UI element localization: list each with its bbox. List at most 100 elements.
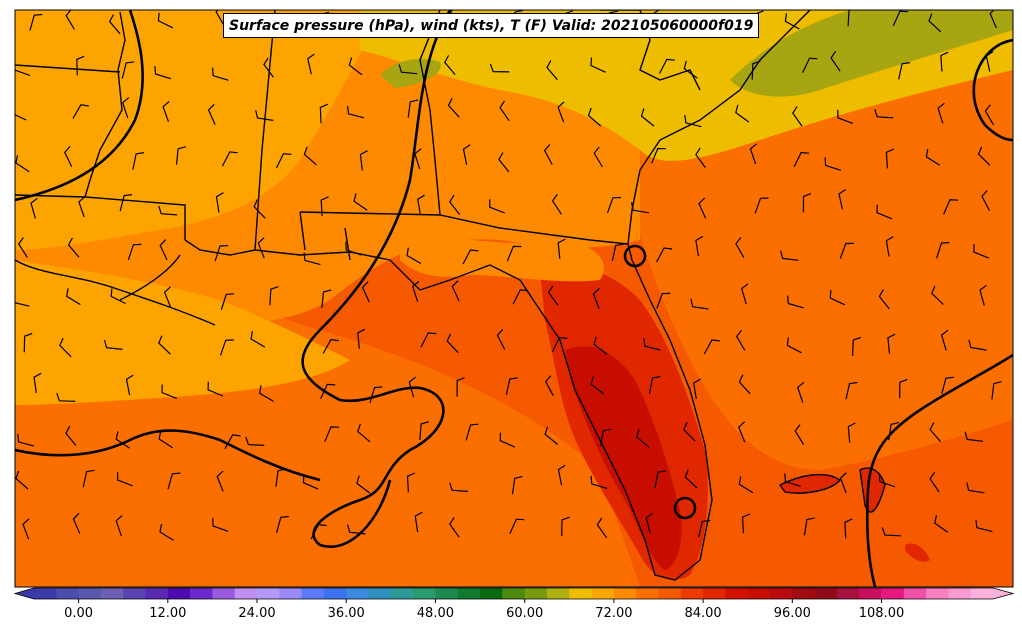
wind-barb: [161, 384, 178, 400]
colorbar-swatch: [301, 588, 325, 599]
wind-barb: [22, 518, 30, 540]
wind-barb: [830, 51, 841, 72]
wind-barb: [749, 143, 757, 165]
wind-barb: [449, 194, 461, 215]
colorbar-swatch: [680, 588, 704, 599]
wind-barb: [735, 329, 746, 351]
wind-barb: [635, 429, 650, 448]
wind-barb: [406, 247, 422, 265]
wind-barb: [845, 381, 858, 400]
wind-barb: [158, 205, 178, 216]
wind-barb: [78, 196, 86, 218]
wind-barb: [347, 524, 366, 535]
colorbar-tick-label: 96.00: [773, 606, 811, 621]
wind-barb: [878, 289, 890, 310]
wind-barb: [15, 62, 31, 76]
wind-barb: [852, 336, 861, 356]
wind-barb: [794, 424, 805, 445]
wind-barb: [741, 513, 751, 534]
wind-barb: [878, 473, 896, 488]
wind-barb: [940, 51, 949, 72]
wind-barb: [593, 146, 604, 168]
wind-barb: [985, 51, 994, 72]
wind-barb: [937, 102, 945, 124]
wind-barb: [599, 428, 612, 447]
wind-barb: [56, 393, 76, 402]
wind-barb: [412, 280, 420, 302]
wind-barb: [449, 517, 460, 538]
colorbar-swatch: [145, 588, 169, 599]
wind-barb: [447, 98, 460, 118]
wind-barb: [76, 55, 85, 76]
wind-barb: [65, 425, 77, 446]
wind-barb: [802, 57, 818, 73]
wind-barb: [406, 472, 416, 493]
wind-barb: [693, 378, 701, 399]
wind-barb: [320, 196, 329, 217]
map-title: Surface pressure (hPa), wind (kts), T (F…: [223, 13, 760, 38]
colorbar-swatch: [747, 588, 771, 599]
wind-barb: [973, 244, 990, 259]
colorbar-swatch: [903, 588, 927, 599]
wind-barb: [786, 337, 802, 354]
wind-barb: [590, 376, 605, 395]
colorbar-tick-label: 36.00: [327, 606, 365, 621]
wind-barb: [885, 236, 894, 257]
wind-barb: [446, 333, 459, 354]
wind-barb: [162, 101, 170, 123]
wind-barb: [643, 338, 661, 351]
colorbar-swatch: [212, 588, 236, 599]
wind-barb: [15, 114, 27, 121]
colorbar-swatch: [234, 588, 258, 599]
wind-barb: [369, 386, 383, 404]
wind-barb: [59, 337, 72, 358]
wind-barb: [751, 60, 761, 80]
colorbar-swatch: [323, 588, 347, 599]
wind-barb: [245, 436, 265, 446]
wind-barb: [989, 10, 997, 29]
wind-barb: [119, 194, 133, 212]
wind-barb: [253, 199, 266, 219]
wind-barb: [943, 199, 959, 215]
wind-barb: [348, 57, 363, 76]
olive-region: [730, 10, 1013, 97]
wind-barb: [451, 280, 460, 302]
wind-barb: [345, 241, 362, 256]
wind-barb: [551, 336, 568, 353]
wind-barb: [17, 433, 35, 447]
wind-barb: [929, 422, 942, 443]
wind-barb: [803, 517, 815, 536]
wind-barb: [17, 237, 28, 258]
wind-barb: [981, 190, 991, 211]
wind-barb: [496, 328, 506, 350]
wind-barb: [212, 67, 229, 81]
wind-barb: [15, 155, 30, 173]
wind-barb: [398, 64, 418, 75]
colorbar-swatch: [769, 588, 793, 599]
wind-barb: [928, 13, 942, 33]
wind-barb: [881, 527, 901, 537]
wind-barb: [695, 235, 704, 257]
wind-barb: [122, 97, 130, 119]
wind-barb: [557, 238, 566, 259]
wind-barb: [741, 283, 749, 305]
wind-barb: [780, 250, 799, 261]
wind-barb: [611, 243, 624, 262]
wind-barb: [255, 110, 274, 121]
wind-barb: [276, 515, 289, 533]
wind-barb: [839, 472, 847, 494]
wind-barb: [219, 339, 234, 356]
wind-barb: [695, 147, 706, 168]
wind-barb: [898, 62, 911, 80]
colorbar-swatch: [368, 588, 392, 599]
wind-barb: [303, 252, 321, 266]
colorbar-swatch: [636, 588, 659, 599]
wind-barb: [784, 13, 800, 30]
wind-barb: [72, 512, 81, 534]
colorbar-tick-label: 84.00: [684, 606, 722, 621]
colorbar-swatch: [524, 588, 548, 599]
colorbar-tick-label: 0.00: [64, 606, 94, 621]
wind-barb: [888, 422, 900, 441]
wind-barb: [839, 242, 854, 259]
wind-barb: [414, 148, 422, 170]
